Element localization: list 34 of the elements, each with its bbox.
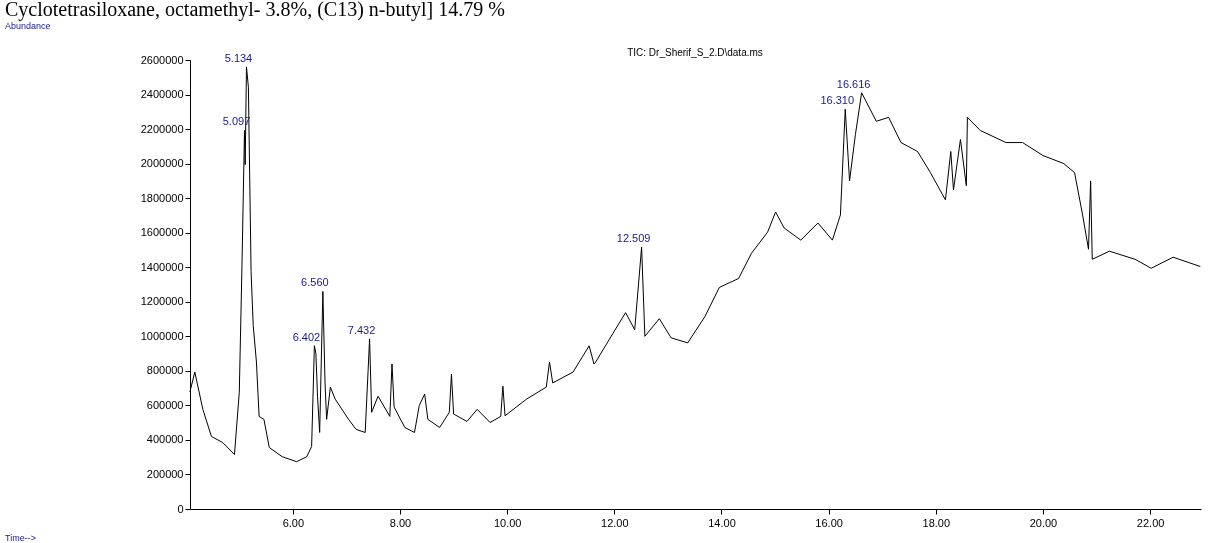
x-tick-label: 6.00 — [282, 516, 305, 529]
y-tick-label: 2200000 — [140, 122, 184, 135]
y-tick-label: 400000 — [146, 433, 184, 446]
y-tick-label: 1800000 — [140, 191, 184, 204]
annotation: 6.402 — [292, 330, 321, 343]
x-tick-label: 22.00 — [1136, 516, 1165, 529]
y-tick-label: 1400000 — [140, 260, 184, 273]
x-tick-label: 8.00 — [389, 516, 412, 529]
chart-title: TIC: Dr_Sherif_S_2.D\data.ms — [627, 47, 763, 58]
annotation: 16.310 — [820, 94, 855, 107]
y-tick-label: 2000000 — [140, 157, 184, 170]
annotation: 5.134 — [224, 51, 253, 64]
x-tick-label: 12.00 — [601, 516, 629, 529]
y-tick-label: 800000 — [146, 364, 184, 377]
y-tick-label: 2600000 — [140, 53, 184, 66]
annotation: 12.509 — [616, 232, 651, 245]
x-tick-label: 14.00 — [708, 516, 736, 529]
annotation: 16.616 — [836, 77, 871, 90]
x-tick-label: 16.00 — [815, 516, 843, 529]
text: Time--> — [5, 533, 36, 543]
y-tick-label: 1200000 — [140, 295, 184, 308]
text: Abundance — [5, 21, 51, 31]
annotation: 6.560 — [301, 276, 329, 289]
annotation: 7.432 — [347, 323, 376, 336]
x-tick-label: 18.00 — [922, 516, 951, 529]
x-tick-label: 20.00 — [1029, 516, 1058, 529]
text: Cyclotetrasiloxane, octamethyl- 3.8%, (C13) n-butyl] 14.79 % — [5, 0, 505, 21]
y-tick-label: 1000000 — [140, 329, 184, 342]
y-tick-label: 1600000 — [140, 226, 184, 239]
y-tick-label: 2400000 — [140, 88, 184, 101]
x-tick-label: 10.00 — [493, 516, 522, 529]
y-tick-label: 600000 — [146, 398, 184, 411]
y-tick-label: 0 — [177, 502, 184, 515]
y-tick-label: 200000 — [146, 467, 184, 480]
